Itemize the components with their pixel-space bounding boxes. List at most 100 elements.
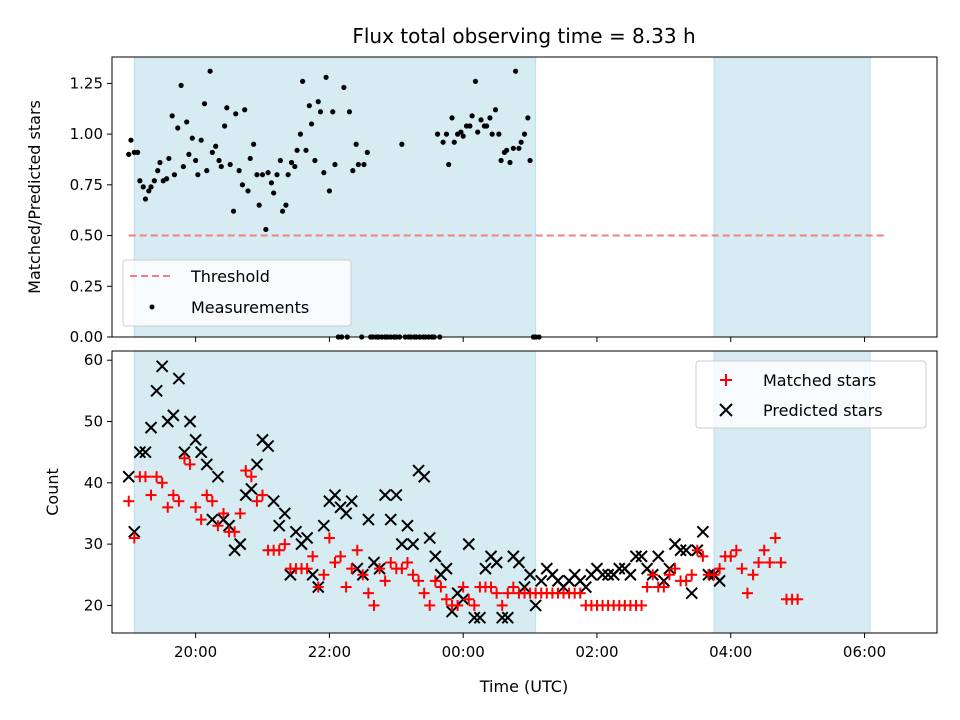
measurement-point bbox=[171, 172, 178, 178]
predicted-star-point bbox=[300, 531, 314, 545]
predicted-star-point bbox=[501, 611, 514, 624]
measurement-point bbox=[434, 131, 441, 137]
predicted-star-point bbox=[384, 513, 397, 526]
threshold-legend-label: Threshold bbox=[190, 267, 270, 286]
predicted-star-point bbox=[194, 445, 208, 459]
predicted-star-point bbox=[429, 550, 442, 563]
predicted-star-point bbox=[289, 525, 303, 539]
predicted-star-point bbox=[473, 611, 487, 624]
shaded-interval-1 bbox=[133, 350, 537, 634]
measurement-point bbox=[399, 141, 405, 147]
measurement-point bbox=[350, 168, 356, 174]
top-legend: Threshold Measurements bbox=[122, 259, 352, 327]
top-panel: 0.00 0.25 0.50 0.75 1.00 1.25 Matched/Predict… bbox=[25, 56, 938, 346]
measurement-point bbox=[218, 163, 224, 170]
matched-star-point bbox=[686, 569, 698, 581]
matched-star-point bbox=[775, 557, 787, 568]
measurement-point bbox=[361, 161, 367, 168]
measurement-point bbox=[326, 188, 332, 194]
predicted-star-point bbox=[635, 550, 648, 563]
predicted-star-point bbox=[490, 556, 503, 569]
matched-star-point bbox=[229, 526, 241, 538]
measurement-point bbox=[288, 159, 295, 166]
measurement-point bbox=[126, 151, 132, 157]
measurement-point bbox=[239, 182, 246, 188]
predicted-legend-swatch bbox=[719, 403, 733, 417]
measurement-point bbox=[180, 163, 186, 170]
predicted-star-point bbox=[535, 574, 548, 588]
matched-star-point bbox=[206, 495, 218, 507]
measurement-point bbox=[446, 161, 452, 168]
y-tick-label: 20 bbox=[84, 596, 103, 614]
measurement-point bbox=[507, 159, 513, 166]
measurement-point bbox=[306, 103, 312, 109]
measurement-point bbox=[155, 168, 161, 174]
measurement-point bbox=[224, 105, 230, 111]
measurement-point bbox=[201, 101, 208, 107]
measurement-point bbox=[496, 131, 502, 137]
predicted-star-point bbox=[529, 599, 542, 612]
predicted-star-point bbox=[696, 525, 710, 539]
x-tick-label: 20:00 bbox=[174, 643, 217, 661]
measurement-point bbox=[332, 161, 338, 168]
measurement-point bbox=[460, 133, 466, 139]
predicted-star-point bbox=[401, 519, 414, 532]
matched-star-point bbox=[329, 557, 341, 568]
matched-star-point bbox=[139, 471, 151, 483]
measurement-point bbox=[315, 99, 321, 105]
measurement-point bbox=[458, 129, 464, 135]
predicted-star-point bbox=[133, 445, 147, 459]
measurement-point bbox=[247, 155, 253, 162]
matched-legend-swatch bbox=[720, 374, 732, 386]
measurement-point bbox=[242, 107, 248, 113]
measurement-point bbox=[521, 131, 528, 137]
predicted-star-point bbox=[306, 568, 319, 581]
measurement-point bbox=[263, 226, 269, 233]
matched-star-point bbox=[736, 563, 748, 575]
predicted-star-point bbox=[395, 537, 409, 551]
measurement-point bbox=[175, 125, 181, 131]
measurement-point bbox=[364, 149, 370, 155]
measurement-point bbox=[285, 172, 291, 178]
matched-star-point bbox=[747, 569, 759, 581]
predicted-star-point bbox=[613, 562, 626, 575]
measurement-point bbox=[148, 184, 154, 190]
matched-star-point bbox=[151, 471, 163, 483]
measurement-point bbox=[483, 123, 490, 129]
y-tick-label: 40 bbox=[84, 474, 103, 492]
matched-star-point bbox=[753, 557, 765, 568]
predicted-star-point bbox=[178, 445, 191, 459]
predicted-star-point bbox=[128, 525, 141, 539]
matched-star-point bbox=[128, 532, 140, 544]
predicted-star-point bbox=[601, 568, 615, 581]
measurement-point bbox=[504, 147, 510, 153]
matched-star-point bbox=[435, 581, 447, 593]
matched-star-point bbox=[636, 599, 648, 611]
matched-star-point bbox=[234, 507, 246, 519]
predicted-star-point bbox=[317, 519, 331, 532]
matched-star-point bbox=[457, 581, 469, 593]
predicted-star-point bbox=[206, 513, 219, 526]
matched-star-point bbox=[279, 538, 291, 550]
top-y-axis: 0.00 0.25 0.50 0.75 1.00 1.25 bbox=[70, 74, 112, 346]
matched-star-point bbox=[452, 599, 464, 611]
measurement-point bbox=[518, 139, 524, 145]
matched-star-point bbox=[173, 495, 185, 507]
matched-star-point bbox=[273, 544, 285, 556]
measurement-point bbox=[489, 131, 495, 137]
x-tick-label: 06:00 bbox=[843, 643, 886, 661]
matched-star-point bbox=[323, 532, 335, 544]
measurement-point bbox=[204, 168, 210, 174]
measurement-point bbox=[265, 170, 271, 176]
predicted-star-point bbox=[456, 593, 470, 606]
measurement-point bbox=[443, 131, 450, 137]
matched-star-point bbox=[346, 563, 358, 575]
measurement-point bbox=[341, 84, 347, 91]
matched-star-point bbox=[485, 581, 497, 593]
chart-title: Flux total observing time = 8.33 h bbox=[352, 24, 695, 48]
measurement-point bbox=[527, 157, 533, 164]
predicted-star-point bbox=[624, 568, 637, 581]
x-tick-label: 04:00 bbox=[709, 643, 752, 661]
matched-star-point bbox=[217, 507, 229, 519]
bottom-y-axis-label: Count bbox=[43, 468, 62, 516]
